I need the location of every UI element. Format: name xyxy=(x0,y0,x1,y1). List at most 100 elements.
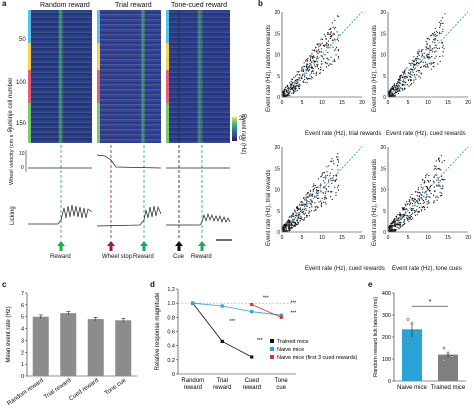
panel-b-scatter-grid: 0055101015152020005510101515202000551010… xyxy=(274,10,471,241)
scatter-point xyxy=(303,76,306,78)
d-legend-label: Trained mice xyxy=(277,339,309,345)
scatter-point xyxy=(416,205,418,207)
scatter-point xyxy=(414,211,416,214)
e-data-point xyxy=(410,322,414,326)
scatter-point xyxy=(438,182,440,184)
scatter-point xyxy=(419,58,421,60)
scatter-point xyxy=(338,34,340,36)
scatter-point xyxy=(432,51,434,53)
scatter-point xyxy=(316,55,318,57)
e-category-label: Naive mice xyxy=(397,385,427,391)
scatter-point xyxy=(440,20,442,22)
scatter-point xyxy=(287,87,290,89)
scatter-point xyxy=(299,220,301,222)
scatter-point xyxy=(337,165,339,167)
scatter-point xyxy=(432,33,435,35)
scatter-point xyxy=(300,215,302,217)
scatter-point xyxy=(312,68,314,70)
scatter-point xyxy=(283,89,285,91)
scatter-point xyxy=(333,33,335,35)
d-ytick-label: 1.2 xyxy=(167,287,175,293)
scatter-point xyxy=(396,223,398,225)
scatter-point xyxy=(295,75,297,77)
scatter-point xyxy=(317,64,319,66)
scatter-point xyxy=(440,169,442,171)
scatter-point xyxy=(307,58,309,60)
scatter-point xyxy=(429,57,431,59)
scatter-point xyxy=(403,71,405,73)
scatter-point xyxy=(310,63,312,65)
scatter-point xyxy=(336,15,339,17)
scatter-point xyxy=(417,187,419,189)
scatter-point xyxy=(418,69,420,71)
scatter-point xyxy=(294,209,296,211)
scatter-point xyxy=(326,63,328,65)
scatter-point xyxy=(399,215,401,217)
reward-arrow-cued-icon xyxy=(198,241,206,251)
scatter-point xyxy=(305,77,308,79)
scatter-point xyxy=(297,214,299,216)
d-legend-label: Naive mice xyxy=(277,347,304,353)
scatter-point xyxy=(435,35,437,37)
scatter-point xyxy=(421,56,423,58)
scatter-point xyxy=(313,72,315,74)
scatter-3-unity-line xyxy=(281,146,363,233)
scatter-point xyxy=(323,33,325,35)
scatter-point xyxy=(287,94,289,96)
scatter-point xyxy=(422,200,425,202)
scatter-point xyxy=(329,47,331,49)
scatter-point xyxy=(329,63,331,65)
scatter-point xyxy=(411,59,413,61)
scatter-point xyxy=(417,51,419,53)
scatter-point xyxy=(395,83,398,85)
d-legend-label: Naive mice (first 3 cued rewards) xyxy=(277,355,358,361)
velocity-tick-10: 10 xyxy=(19,151,25,157)
scatter-point xyxy=(297,216,299,218)
scatter-point xyxy=(301,201,304,203)
d-series-point xyxy=(250,302,254,307)
scatter-point xyxy=(283,91,285,93)
scatter-point xyxy=(297,209,299,211)
scatter-point xyxy=(438,160,441,162)
scatter-point xyxy=(433,176,435,178)
scatter-point xyxy=(309,58,312,60)
scatter-xtick: 20 xyxy=(465,235,471,241)
scatter-point xyxy=(319,187,321,189)
scatter-point xyxy=(294,222,297,224)
scatter-point xyxy=(425,186,427,188)
d-series-line-2 xyxy=(192,302,282,316)
c-category-label: Random reward xyxy=(6,378,44,407)
scatter-point xyxy=(298,222,300,224)
scatter-point xyxy=(306,67,308,69)
scatter-point xyxy=(424,209,426,211)
scatter-point xyxy=(298,208,300,210)
scatter-point xyxy=(435,50,437,52)
reward-arrow-trial-icon xyxy=(140,241,148,251)
scatter-ytick: 10 xyxy=(380,53,386,59)
scatter-xtick: 5 xyxy=(407,235,410,241)
scatter-point xyxy=(416,214,419,216)
scatter-point xyxy=(411,62,413,64)
scatter-point xyxy=(331,168,333,170)
scatter-point xyxy=(390,227,392,229)
scatter-point xyxy=(406,217,408,219)
scatter-point xyxy=(336,38,338,40)
scatter-point xyxy=(412,208,414,210)
scatter-point xyxy=(428,196,430,198)
scatter-point xyxy=(407,217,409,219)
scatter-point xyxy=(421,188,424,190)
scatter-point xyxy=(290,225,292,227)
scatter-point xyxy=(411,193,413,196)
scatter-point xyxy=(405,82,407,84)
scatter-point xyxy=(297,221,299,223)
scatter-point xyxy=(402,73,404,75)
scatter-point xyxy=(300,70,302,72)
scatter-point xyxy=(335,194,337,196)
scatter-point xyxy=(308,215,310,217)
scatter-point xyxy=(430,193,432,195)
scatter-point xyxy=(412,197,414,199)
scatter-point xyxy=(329,175,331,177)
scatter-point xyxy=(441,192,443,194)
scatter-point xyxy=(442,22,444,25)
scatter-point xyxy=(320,51,323,53)
